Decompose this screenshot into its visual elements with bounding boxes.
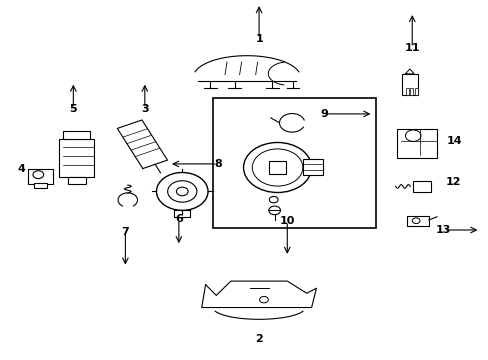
Bar [34,183,46,188]
Text: 9: 9 [320,109,328,119]
Bar [302,159,323,175]
Bar [68,177,85,184]
Bar [122,200,132,208]
Bar [28,169,53,184]
Text: 4: 4 [18,164,26,174]
Text: 5: 5 [69,104,77,113]
Bar [401,74,417,95]
Bar [406,88,408,95]
Text: 8: 8 [213,159,221,169]
Bar [396,129,436,158]
Bar [268,161,286,174]
Bar [212,98,375,228]
Text: 10: 10 [279,216,294,226]
Text: 2: 2 [255,334,263,344]
Text: 14: 14 [446,136,462,146]
Text: 6: 6 [175,214,183,224]
Text: 7: 7 [121,227,129,237]
Bar [409,88,412,95]
Text: 11: 11 [404,43,419,53]
Bar [59,139,94,177]
Text: 13: 13 [435,225,450,235]
Text: 3: 3 [141,104,148,113]
Bar [414,88,417,95]
Bar [412,181,430,192]
Text: 12: 12 [445,177,460,187]
Text: 1: 1 [255,34,263,44]
Bar [63,131,90,139]
Bar [406,216,428,226]
